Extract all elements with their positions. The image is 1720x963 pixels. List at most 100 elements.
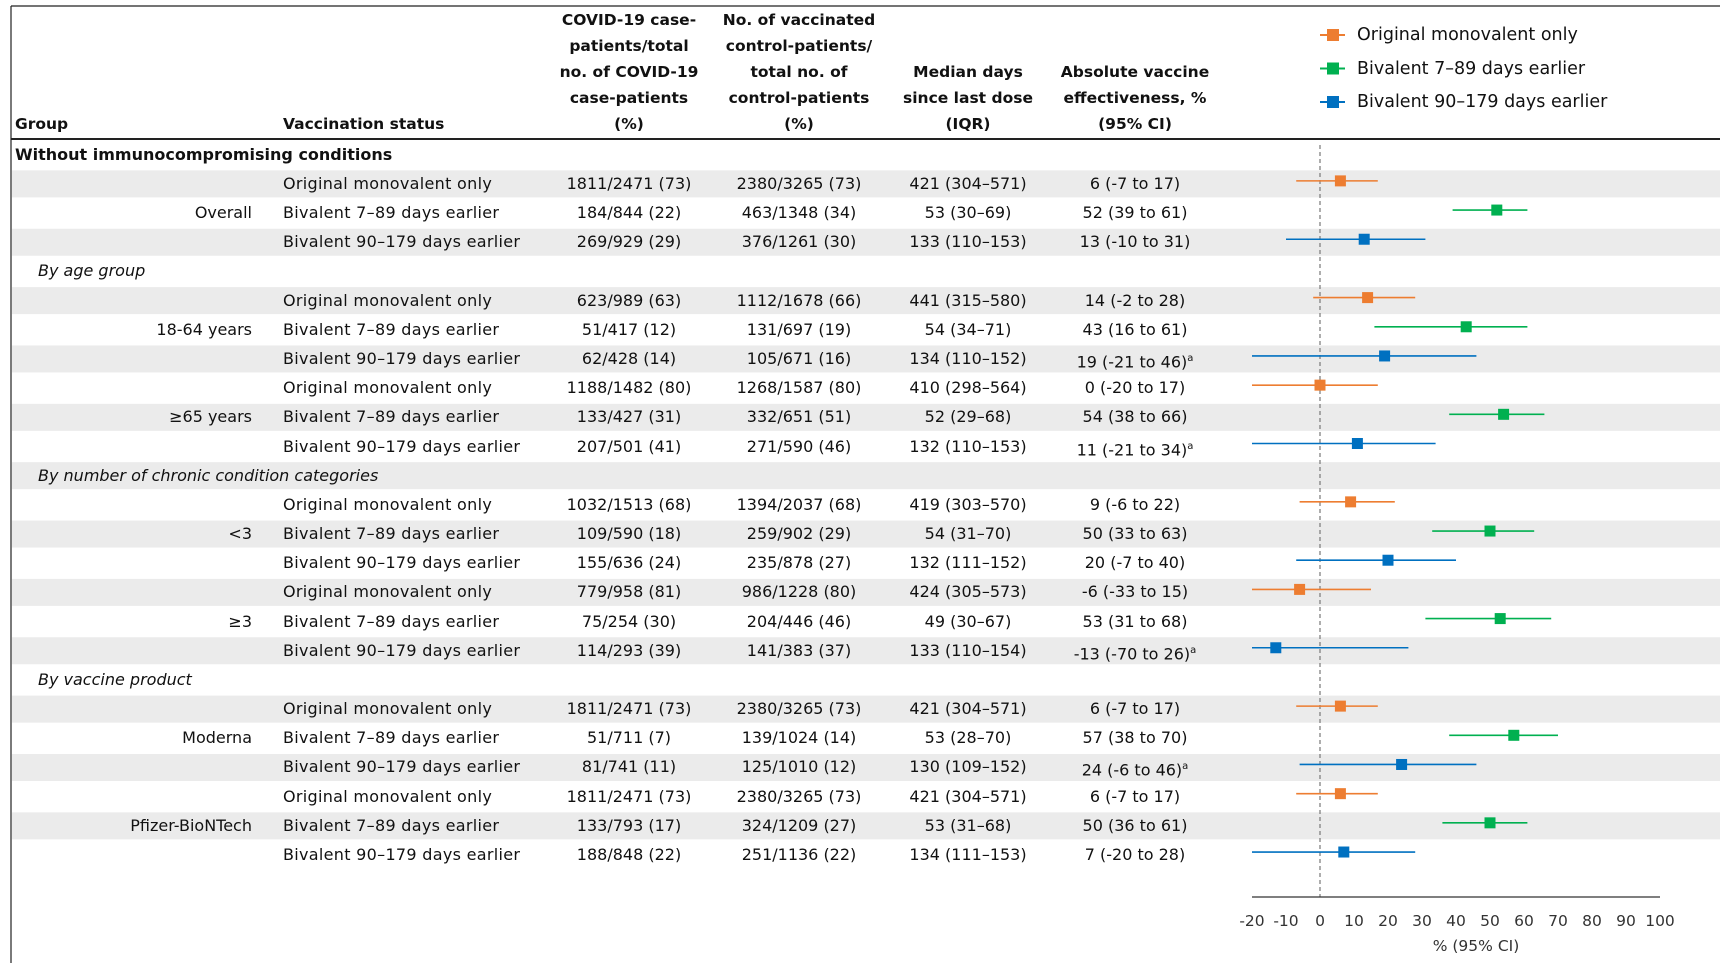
ve-label: 20 (-7 to 40) <box>1084 553 1186 573</box>
row-stripe <box>12 462 1720 490</box>
vaccination-status: Bivalent 7–89 days earlier <box>283 319 500 339</box>
table-cell: 1811/2471 (73) <box>566 786 692 806</box>
ve-cell: 7 (-20 to 28) <box>1035 842 1235 868</box>
table-cell: 188/848 (22) <box>576 845 682 865</box>
vaccination-status: Bivalent 7–89 days earlier <box>283 611 500 631</box>
ve-label: 9 (-6 to 22) <box>1089 494 1181 514</box>
table-cell: 125/1010 (12) <box>741 757 857 777</box>
vaccination-status: Bivalent 90–179 days earlier <box>283 845 521 865</box>
ve-cell: 6 (-7 to 17) <box>1035 784 1235 810</box>
ve-label: 11 (-21 to 34) <box>1076 439 1188 459</box>
x-axis-label: % (95% CI) <box>1433 937 1520 955</box>
row-stripe <box>12 287 1720 315</box>
table-cell: 207/501 (41) <box>576 436 682 456</box>
ve-label: -13 (-70 to 26) <box>1073 644 1191 664</box>
table-cell: 1394/2037 (68) <box>736 494 862 514</box>
footnote-mark: a <box>1187 352 1194 364</box>
ve-label: 6 (-7 to 17) <box>1089 699 1181 719</box>
vaccination-status: Bivalent 90–179 days earlier <box>283 348 521 368</box>
table-cell: 259/902 (29) <box>746 524 852 544</box>
table-cell: 155/636 (24) <box>576 553 682 573</box>
table-cell: 133/793 (17) <box>576 815 682 835</box>
vaccination-status: Bivalent 90–179 days earlier <box>283 757 521 777</box>
ve-label: 57 (38 to 70) <box>1082 728 1188 748</box>
section-title: Without immunocompromising conditions <box>15 144 393 164</box>
point-estimate <box>1334 788 1346 800</box>
point-estimate <box>1358 233 1370 245</box>
group-label: Moderna <box>182 728 252 748</box>
table-cell: 2380/3265 (73) <box>736 173 862 193</box>
table-cell: 114/293 (39) <box>576 640 682 660</box>
table-cell: 421 (304–571) <box>909 699 1027 719</box>
ve-label: 19 (-21 to 46) <box>1076 352 1188 372</box>
point-estimate <box>1494 613 1506 625</box>
ve-cell: 0 (-20 to 17) <box>1035 375 1235 401</box>
row-stripe <box>12 345 1720 373</box>
footnote-mark: a <box>1182 761 1189 773</box>
ve-label: 52 (39 to 61) <box>1082 203 1188 223</box>
point-estimate <box>1484 817 1496 829</box>
point-estimate <box>1314 379 1326 391</box>
x-tick-label: -10 <box>1273 912 1298 930</box>
ve-cell: 20 (-7 to 40) <box>1035 550 1235 576</box>
column-header: No. of vaccinated control-patients/ tota… <box>722 11 876 133</box>
point-estimate <box>1334 700 1346 712</box>
table-cell: 419 (303–570) <box>909 494 1027 514</box>
point-estimate <box>1508 729 1520 741</box>
point-estimate <box>1334 175 1346 187</box>
table-cell: 235/878 (27) <box>746 553 852 573</box>
point-estimate <box>1351 438 1363 449</box>
vaccination-status: Bivalent 7–89 days earlier <box>283 407 500 427</box>
ve-cell: 50 (33 to 63) <box>1035 521 1235 547</box>
table-cell: 53 (30–69) <box>924 203 1012 223</box>
vaccination-status: Original monovalent only <box>283 378 493 398</box>
row-stripe <box>12 812 1720 840</box>
legend-label: Bivalent 7–89 days earlier <box>1357 58 1586 79</box>
row-stripe <box>12 228 1720 256</box>
group-label: ≥3 <box>228 611 252 631</box>
row-stripe <box>12 637 1720 665</box>
group-label: 18-64 years <box>156 319 252 339</box>
table-cell: 623/989 (63) <box>576 290 682 310</box>
row-stripe <box>12 520 1720 548</box>
legend-marker <box>1327 62 1339 75</box>
footnote-mark: a <box>1187 440 1194 452</box>
table-cell: 54 (34–71) <box>924 319 1012 339</box>
ve-label: 14 (-2 to 28) <box>1084 290 1186 310</box>
legend-label: Bivalent 90–179 days earlier <box>1357 92 1608 112</box>
ve-cell: 24 (-6 to 46)a <box>1035 754 1235 780</box>
table-cell: 1811/2471 (73) <box>566 699 692 719</box>
table-cell: 424 (305–573) <box>909 582 1027 602</box>
row-stripe <box>12 753 1720 781</box>
table-cell: 51/417 (12) <box>581 319 677 339</box>
table-cell: 75/254 (30) <box>581 611 677 631</box>
ve-cell: 6 (-7 to 17) <box>1035 171 1235 197</box>
ve-label: 6 (-7 to 17) <box>1089 786 1181 806</box>
table-cell: 410 (298–564) <box>909 378 1027 398</box>
table-cell: 133 (110–154) <box>909 640 1027 660</box>
ve-cell: 9 (-6 to 22) <box>1035 492 1235 518</box>
ve-cell: 52 (39 to 61) <box>1035 200 1235 226</box>
group-label: ≥65 years <box>169 407 252 427</box>
column-header: Absolute vaccine effectiveness, % (95% C… <box>1060 63 1210 133</box>
point-estimate <box>1491 204 1503 216</box>
table-cell: 81/741 (11) <box>581 757 677 777</box>
column-header: Vaccination status <box>283 115 445 133</box>
table-cell: 141/383 (37) <box>746 640 852 660</box>
vaccination-status: Original monovalent only <box>283 494 493 514</box>
x-tick-label: 60 <box>1514 912 1534 930</box>
table-cell: 2380/3265 (73) <box>736 786 862 806</box>
point-estimate <box>1382 554 1394 566</box>
table-cell: 53 (31–68) <box>924 815 1012 835</box>
x-tick-label: 0 <box>1315 912 1325 930</box>
ve-cell: 57 (38 to 70) <box>1035 725 1235 751</box>
group-label: Overall <box>194 203 252 223</box>
table-cell: 779/958 (81) <box>576 582 682 602</box>
vaccination-status: Bivalent 90–179 days earlier <box>283 553 521 573</box>
table-cell: 132 (110–153) <box>909 436 1027 456</box>
point-estimate <box>1362 292 1374 304</box>
table-cell: 132 (111–152) <box>909 553 1027 573</box>
table-cell: 109/590 (18) <box>576 524 682 544</box>
point-estimate <box>1338 846 1350 858</box>
